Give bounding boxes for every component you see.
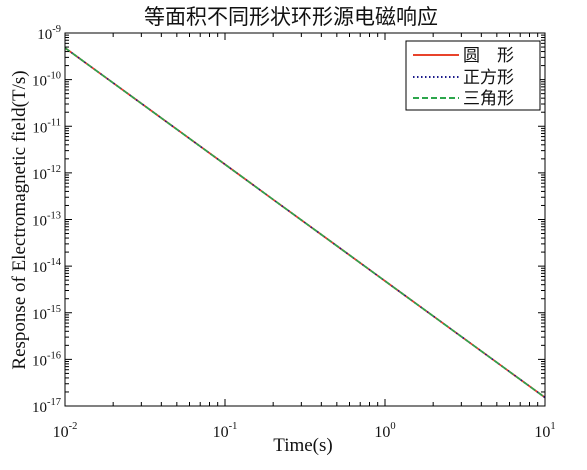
x-tick-exponent: 0 xyxy=(390,421,395,432)
x-tick-label: 10-2 xyxy=(53,421,78,441)
y-tick-exponent: -10 xyxy=(47,71,61,82)
x-tick-label: 101 xyxy=(534,421,555,441)
y-tick-labels: 10-910-1010-1110-1210-1310-1410-1510-161… xyxy=(32,24,62,416)
y-tick-base: 10 xyxy=(32,353,47,369)
y-axis-label: Response of Electromagnetic field(T/s) xyxy=(9,70,30,369)
x-tick-exponent: 1 xyxy=(550,421,555,432)
y-tick-base: 10 xyxy=(32,120,47,136)
series-group xyxy=(64,47,546,399)
x-tick-label: 100 xyxy=(374,421,395,441)
x-axis-label: Time(s) xyxy=(273,435,332,456)
y-tick-exponent: -14 xyxy=(47,257,62,268)
x-tick-base: 10 xyxy=(213,424,229,441)
y-tick-label: 10-12 xyxy=(32,164,61,183)
legend-label-triangle: 三角形 xyxy=(463,89,514,108)
y-tick-label: 10-13 xyxy=(32,211,61,230)
tick-marks xyxy=(64,32,546,407)
x-tick-base: 10 xyxy=(534,424,550,441)
chart-title: 等面积不同形状环形源电磁响应 xyxy=(144,5,438,29)
y-tick-exponent: -9 xyxy=(52,24,61,35)
y-tick-exponent: -16 xyxy=(47,350,61,361)
y-tick-exponent: -12 xyxy=(47,164,61,175)
legend: 圆 形 正方形 三角形 xyxy=(405,40,541,111)
y-tick-label: 10-15 xyxy=(32,304,61,323)
y-tick-exponent: -17 xyxy=(47,397,61,408)
y-tick-exponent: -15 xyxy=(47,304,61,315)
y-tick-label: 10-10 xyxy=(32,71,61,90)
y-tick-base: 10 xyxy=(32,74,47,90)
x-tick-label: 10-1 xyxy=(213,421,238,441)
y-tick-base: 10 xyxy=(37,27,52,43)
x-tick-exponent: -2 xyxy=(69,421,78,432)
x-tick-base: 10 xyxy=(53,424,69,441)
x-tick-labels: 10-2 10-1 100 101 xyxy=(53,421,556,441)
plot-frame xyxy=(64,32,546,407)
x-tick-base: 10 xyxy=(374,424,390,441)
y-tick-label: 10-9 xyxy=(37,24,61,43)
y-tick-label: 10-14 xyxy=(32,257,62,276)
x-tick-exponent: -1 xyxy=(229,421,238,432)
y-tick-label: 10-16 xyxy=(32,350,61,369)
y-tick-label: 10-17 xyxy=(32,397,61,416)
y-tick-exponent: -13 xyxy=(47,211,61,222)
legend-label-circle: 圆 形 xyxy=(463,46,514,65)
y-tick-base: 10 xyxy=(32,400,47,416)
series-line-square xyxy=(64,47,546,399)
legend-box xyxy=(405,40,541,111)
y-tick-exponent: -11 xyxy=(47,117,61,128)
y-tick-label: 10-11 xyxy=(32,117,61,136)
y-tick-base: 10 xyxy=(32,307,47,323)
y-tick-base: 10 xyxy=(32,260,47,276)
legend-label-square: 正方形 xyxy=(463,68,514,87)
y-tick-base: 10 xyxy=(32,214,47,230)
y-tick-base: 10 xyxy=(32,167,47,183)
